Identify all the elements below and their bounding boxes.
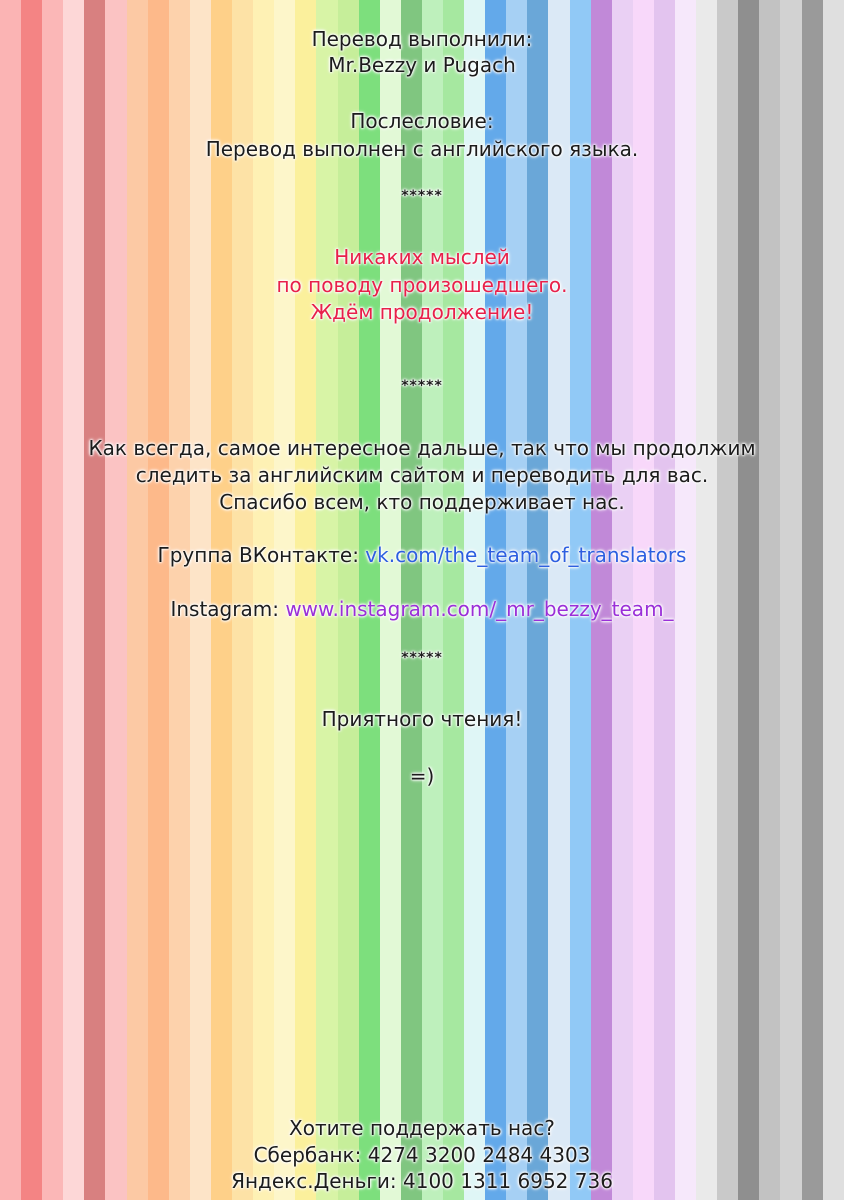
stripe bbox=[548, 0, 570, 1200]
stripe bbox=[421, 0, 443, 1200]
credits-names: Mr.Bezzy и Pugach bbox=[328, 53, 516, 77]
stripe bbox=[337, 0, 359, 1200]
instagram-link[interactable]: www.instagram.com/_mr_bezzy_team_ bbox=[285, 597, 674, 621]
instagram-row: Instagram: www.instagram.com/_mr_bezzy_t… bbox=[0, 596, 844, 622]
comment-line-2: по поводу произошедшего. bbox=[276, 273, 568, 297]
support-sberbank: Сбербанк: 4274 3200 2484 4303 bbox=[253, 1143, 591, 1167]
support-yandex: Яндекс.Деньги: 4100 1311 6952 736 bbox=[231, 1169, 613, 1193]
vk-link[interactable]: vk.com/the_team_of_translators bbox=[365, 543, 687, 567]
stripe bbox=[274, 0, 296, 1200]
stripe bbox=[632, 0, 654, 1200]
stripe bbox=[738, 0, 760, 1200]
stripe bbox=[464, 0, 486, 1200]
stripe bbox=[822, 0, 844, 1200]
stripe bbox=[210, 0, 233, 1200]
comment-line-1: Никаких мыслей bbox=[334, 245, 510, 269]
stripe bbox=[653, 0, 675, 1200]
stripe bbox=[780, 0, 802, 1200]
closing-smiley: =) bbox=[409, 764, 435, 788]
stripe bbox=[147, 0, 169, 1200]
afterword-title: Послесловие: bbox=[350, 109, 494, 133]
stripe bbox=[506, 0, 528, 1200]
stripe bbox=[442, 0, 465, 1200]
stripe bbox=[611, 0, 633, 1200]
stripe bbox=[42, 0, 64, 1200]
stripe bbox=[696, 0, 718, 1200]
stripe bbox=[759, 0, 781, 1200]
stripe bbox=[0, 0, 22, 1200]
message-line-3: Спасибо всем, кто поддерживает нас. bbox=[219, 490, 625, 514]
vk-label: Группа ВКонтакте: bbox=[157, 543, 359, 567]
stripe bbox=[590, 0, 612, 1200]
support-question: Хотите поддержать нас? bbox=[289, 1116, 555, 1140]
stripe bbox=[63, 0, 85, 1200]
stripe bbox=[527, 0, 549, 1200]
stripe bbox=[717, 0, 739, 1200]
stripe bbox=[253, 0, 275, 1200]
stripe bbox=[126, 0, 148, 1200]
credits-title: Перевод выполнили: bbox=[311, 27, 533, 51]
stripe bbox=[168, 0, 190, 1200]
message-line-1: Как всегда, самое интересное дальше, так… bbox=[88, 436, 756, 460]
stripe bbox=[400, 0, 422, 1200]
stripe bbox=[21, 0, 43, 1200]
stripe bbox=[675, 0, 697, 1200]
stripe bbox=[569, 0, 591, 1200]
stripe bbox=[189, 0, 211, 1200]
stripe bbox=[379, 0, 401, 1200]
stripe bbox=[485, 0, 507, 1200]
separator-1: ***** bbox=[401, 188, 443, 204]
message-line-2: следить за английским сайтом и переводит… bbox=[135, 463, 709, 487]
stripe bbox=[295, 0, 317, 1200]
stripe bbox=[801, 0, 823, 1200]
stripe bbox=[105, 0, 127, 1200]
afterword-text: Перевод выполнен с английского языка. bbox=[205, 137, 639, 161]
separator-3: ***** bbox=[401, 650, 443, 666]
closing-wish: Приятного чтения! bbox=[321, 707, 523, 731]
vk-row: Группа ВКонтакте: vk.com/the_team_of_tra… bbox=[0, 542, 844, 568]
separator-2: ***** bbox=[401, 378, 443, 394]
stripe bbox=[358, 0, 380, 1200]
stripe bbox=[232, 0, 254, 1200]
comment-line-3: Ждём продолжение! bbox=[310, 300, 534, 324]
instagram-label: Instagram: bbox=[170, 597, 279, 621]
stripe bbox=[316, 0, 338, 1200]
stripe bbox=[84, 0, 106, 1200]
